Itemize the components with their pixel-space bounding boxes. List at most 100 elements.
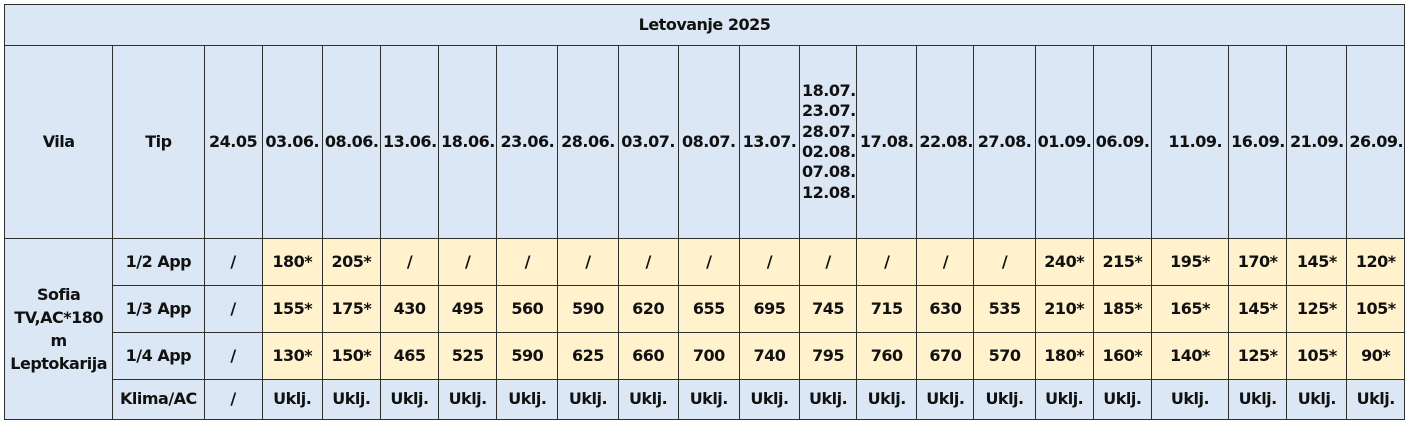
price-cell: /: [916, 238, 975, 286]
price-cell: Uklj.: [677, 379, 740, 420]
price-cell: Uklj.: [321, 379, 381, 420]
price-cell: /: [203, 332, 263, 380]
price-cell: Uklj.: [799, 379, 858, 420]
price-cell: 215*: [1092, 238, 1152, 286]
price-cell: /: [677, 238, 740, 286]
header-date: 27.08.: [973, 45, 1036, 239]
price-cell: 195*: [1150, 238, 1230, 286]
price-cell: 760: [856, 332, 918, 380]
price-cell: Uklj.: [1286, 379, 1348, 420]
header-date: 01.09.: [1034, 45, 1094, 239]
price-cell: Uklj.: [438, 379, 498, 420]
price-cell: /: [856, 238, 918, 286]
price-cell: Uklj.: [1150, 379, 1230, 420]
price-cell: 130*: [261, 332, 323, 380]
price-cell: 630: [916, 285, 975, 333]
price-cell: /: [617, 238, 679, 286]
header-date: 17.08.: [856, 45, 918, 239]
price-cell: /: [799, 238, 858, 286]
price-cell: 145*: [1286, 238, 1348, 286]
price-cell: 170*: [1228, 238, 1288, 286]
price-table: Letovanje 2025 Vila Tip 24.05 03.06. 08.06…: [3, 4, 1405, 420]
price-cell: 160*: [1092, 332, 1152, 380]
price-cell: 655: [677, 285, 740, 333]
vila-name-text: Sofia TV,AC*180 m Leptokarija: [10, 284, 107, 374]
price-cell: 180*: [1034, 332, 1094, 380]
price-cell: Uklj.: [1346, 379, 1405, 420]
price-cell: 90*: [1346, 332, 1405, 380]
header-date: 08.07.: [677, 45, 740, 239]
price-cell: /: [557, 238, 619, 286]
price-cell: 240*: [1034, 238, 1094, 286]
price-cell: 740: [738, 332, 801, 380]
header-date: 28.06.: [557, 45, 619, 239]
header-date: 08.06.: [321, 45, 381, 239]
price-cell: 795: [799, 332, 858, 380]
price-cell: 715: [856, 285, 918, 333]
price-cell: /: [203, 238, 263, 286]
header-date: 03.06.: [261, 45, 323, 239]
header-date: 11.09.: [1150, 45, 1230, 239]
price-cell: 525: [438, 332, 498, 380]
price-cell: 175*: [321, 285, 381, 333]
price-cell: /: [738, 238, 801, 286]
price-cell: 495: [438, 285, 498, 333]
price-cell: 625: [557, 332, 619, 380]
price-cell: Uklj.: [557, 379, 619, 420]
price-cell: 560: [496, 285, 559, 333]
header-date: 23.06.: [496, 45, 559, 239]
price-cell: 140*: [1150, 332, 1230, 380]
price-cell: 465: [379, 332, 440, 380]
price-cell: /: [438, 238, 498, 286]
header-date: 13.07.: [738, 45, 801, 239]
price-cell: 210*: [1034, 285, 1094, 333]
price-cell: Uklj.: [916, 379, 975, 420]
price-cell: 205*: [321, 238, 381, 286]
price-cell: 620: [617, 285, 679, 333]
price-cell: 185*: [1092, 285, 1152, 333]
price-cell: 155*: [261, 285, 323, 333]
price-cell: 590: [496, 332, 559, 380]
price-cell: 125*: [1286, 285, 1348, 333]
price-cell: 660: [617, 332, 679, 380]
row-tip: Klima/AC: [112, 379, 205, 420]
price-cell: 695: [738, 285, 801, 333]
price-cell: 700: [677, 332, 740, 380]
price-cell: 430: [379, 285, 440, 333]
price-cell: 670: [916, 332, 975, 380]
price-cell: Uklj.: [1092, 379, 1152, 420]
price-cell: Uklj.: [973, 379, 1036, 420]
price-cell: 145*: [1228, 285, 1288, 333]
row-tip: 1/4 App: [112, 332, 205, 380]
price-cell: Uklj.: [617, 379, 679, 420]
header-date: 26.09.: [1346, 45, 1405, 239]
price-cell: 105*: [1286, 332, 1348, 380]
price-cell: /: [496, 238, 559, 286]
header-tip: Tip: [112, 45, 205, 239]
price-cell: Uklj.: [856, 379, 918, 420]
header-date: 16.09.: [1228, 45, 1288, 239]
header-date: 24.05: [203, 45, 263, 239]
price-cell: 745: [799, 285, 858, 333]
price-cell: 535: [973, 285, 1036, 333]
price-cell: Uklj.: [738, 379, 801, 420]
header-date: 22.08.: [916, 45, 975, 239]
header-date: 18.07. 23.07. 28.07. 02.08. 07.08. 12.08.: [799, 45, 858, 239]
vila-name: Sofia TV,AC*180 m Leptokarija: [3, 238, 114, 420]
header-date: 18.06.: [438, 45, 498, 239]
price-cell: 180*: [261, 238, 323, 286]
price-cell: 165*: [1150, 285, 1230, 333]
header-date: 06.09.: [1092, 45, 1152, 239]
header-date: 03.07.: [617, 45, 679, 239]
price-cell: 105*: [1346, 285, 1405, 333]
row-tip: 1/3 App: [112, 285, 205, 333]
header-date: 21.09.: [1286, 45, 1348, 239]
price-cell: 150*: [321, 332, 381, 380]
price-cell: 570: [973, 332, 1036, 380]
price-cell: /: [973, 238, 1036, 286]
price-cell: 120*: [1346, 238, 1405, 286]
price-cell: Uklj.: [1034, 379, 1094, 420]
price-cell: Uklj.: [496, 379, 559, 420]
price-cell: Uklj.: [379, 379, 440, 420]
price-cell: 590: [557, 285, 619, 333]
